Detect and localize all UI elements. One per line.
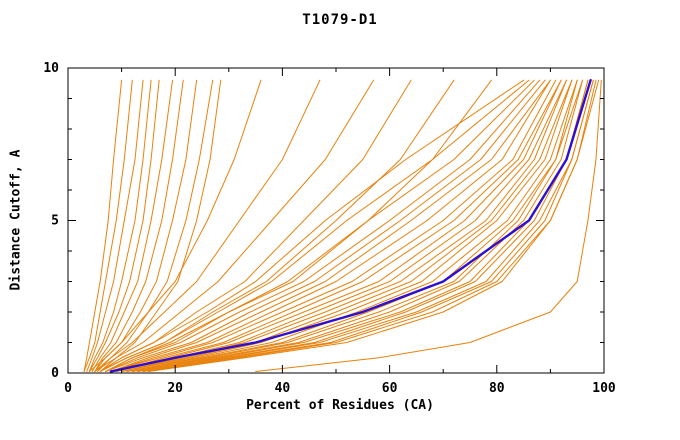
- model-curve: [105, 79, 546, 372]
- x-tick-label: 80: [489, 381, 505, 396]
- model-curve: [142, 79, 594, 372]
- model-curve: [88, 79, 152, 372]
- highlighted-model-curve: [109, 78, 592, 373]
- x-tick-label: 100: [592, 381, 616, 396]
- x-tick-label: 40: [275, 381, 291, 396]
- model-curve: [88, 79, 160, 372]
- model-curve: [91, 79, 174, 372]
- model-curve: [105, 79, 535, 372]
- model-curve: [110, 79, 551, 372]
- model-curve: [86, 79, 144, 372]
- model-curve: [131, 79, 584, 372]
- model-curve: [142, 79, 594, 372]
- plot-title: T1079-D1: [302, 12, 378, 28]
- model-curve: [110, 79, 557, 372]
- model-curve: [88, 79, 262, 372]
- x-tick-label: 60: [382, 381, 398, 396]
- x-tick-label: 20: [167, 381, 183, 396]
- model-curve: [94, 79, 321, 372]
- model-curve: [110, 79, 551, 372]
- model-curve: [99, 79, 222, 372]
- model-curve: [83, 79, 123, 372]
- model-curve: [96, 79, 214, 372]
- model-curve: [94, 79, 375, 372]
- model-curve: [105, 79, 541, 372]
- model-curve: [115, 79, 562, 372]
- model-curve: [94, 79, 184, 372]
- model-curve: [126, 79, 578, 372]
- model-curve: [83, 79, 133, 372]
- model-curve: [99, 79, 525, 372]
- y-tick-label: 5: [51, 214, 59, 229]
- x-axis-label: Percent of Residues (CA): [246, 398, 434, 413]
- model-curve: [131, 79, 584, 372]
- y-tick-label: 10: [43, 61, 59, 76]
- model-curve: [121, 79, 573, 372]
- model-curve: [115, 79, 562, 372]
- model-curve: [99, 79, 530, 372]
- model-curve: [147, 79, 600, 372]
- model-curve: [255, 79, 602, 372]
- model-curve: [121, 79, 573, 372]
- x-tick-label: 0: [64, 381, 72, 396]
- y-tick-label: 0: [51, 366, 59, 381]
